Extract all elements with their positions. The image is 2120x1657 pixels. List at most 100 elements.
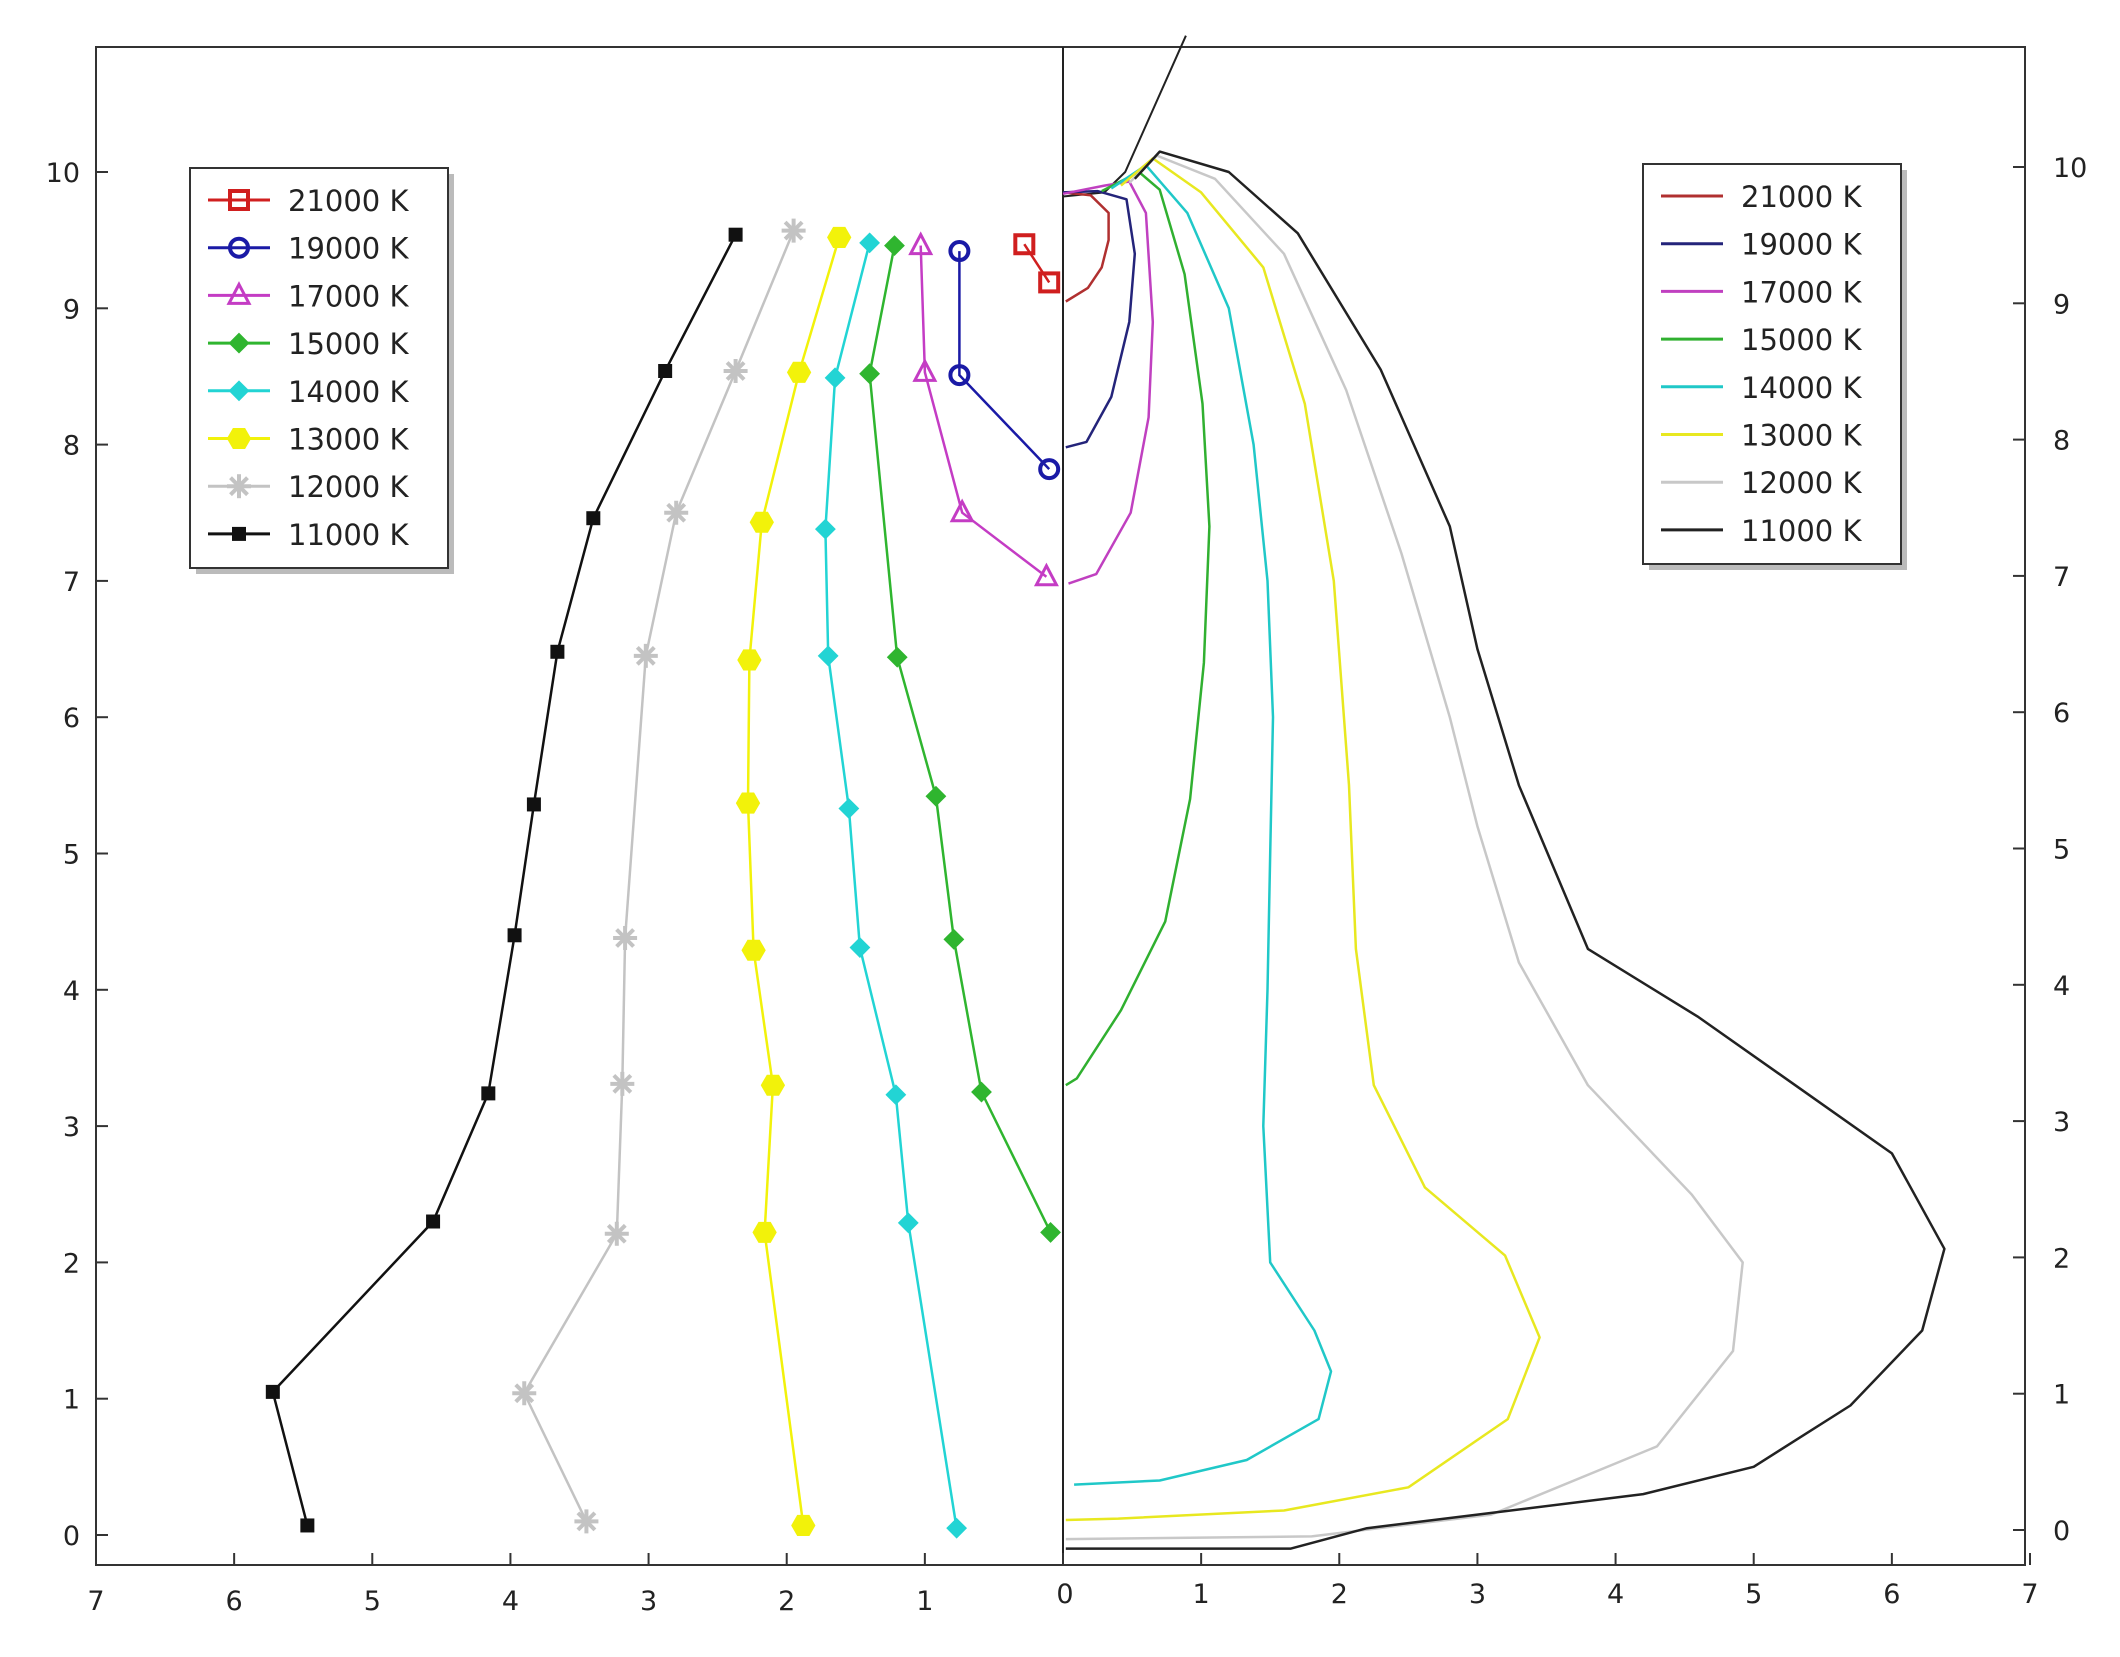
data-point bbox=[943, 928, 965, 950]
data-point bbox=[481, 1086, 496, 1101]
data-point bbox=[574, 1509, 599, 1534]
legend-marker bbox=[228, 236, 250, 259]
right-series-12000-k bbox=[1065, 154, 1744, 1541]
data-point bbox=[526, 797, 541, 812]
series-curve bbox=[1062, 191, 1110, 303]
y-tick-label-right: 1 bbox=[2053, 1380, 2070, 1411]
data-point bbox=[948, 364, 971, 387]
x-tick-label-right: 0 bbox=[1056, 1579, 1073, 1610]
y-tick-label-left: 8 bbox=[63, 431, 80, 462]
series-line bbox=[271, 234, 737, 1526]
star-stroke bbox=[514, 1383, 535, 1404]
y-tick-label-right: 10 bbox=[2053, 153, 2087, 184]
data-point bbox=[723, 358, 748, 383]
y-tick-label-left: 0 bbox=[63, 1521, 80, 1552]
data-point bbox=[1040, 1221, 1061, 1243]
star-stroke bbox=[229, 476, 249, 497]
left-series-13000-k bbox=[735, 226, 852, 1536]
series-line bbox=[919, 245, 1048, 578]
star-stroke bbox=[615, 928, 635, 948]
legend-label: 15000 K bbox=[288, 327, 409, 361]
legend-label: 13000 K bbox=[288, 423, 409, 457]
data-point bbox=[728, 227, 743, 242]
data-point bbox=[849, 937, 871, 958]
legend-item: 15000 K bbox=[1661, 323, 1862, 357]
legend-item: 15000 K bbox=[208, 327, 409, 361]
legend-right: 21000 K 19000 K 17000 K 15000 K 14000 K 13000… bbox=[1642, 163, 1907, 570]
plot-frame bbox=[95, 46, 2026, 1566]
legend-label: 11000 K bbox=[1741, 514, 1862, 548]
left-series-19000-k bbox=[948, 240, 1061, 481]
legend-item: 19000 K bbox=[208, 232, 409, 266]
data-point bbox=[300, 1518, 315, 1533]
left-series-17000-k bbox=[908, 231, 1059, 587]
legend-layer: 21000 K 19000 K 17000 K 15000 K 14000 K 13000… bbox=[189, 163, 1907, 574]
plot-frame-layer bbox=[95, 46, 2026, 1566]
data-point bbox=[886, 646, 908, 668]
data-point bbox=[884, 235, 905, 257]
data-point bbox=[971, 1081, 992, 1103]
y-tick-label-right: 2 bbox=[2053, 1243, 2070, 1274]
y-tick-label-left: 9 bbox=[63, 294, 80, 325]
data-point bbox=[613, 926, 638, 951]
data-point bbox=[604, 1221, 629, 1246]
data-point bbox=[781, 218, 806, 243]
data-point bbox=[1038, 271, 1061, 294]
series-curve bbox=[1065, 150, 1946, 1550]
legend-label: 13000 K bbox=[1741, 419, 1862, 453]
data-point bbox=[1033, 562, 1059, 587]
data-point bbox=[827, 226, 852, 248]
y-tick-label-right: 6 bbox=[2053, 698, 2070, 729]
legend-left: 21000 K 19000 K 17000 K 15000 K 14000 K 13000… bbox=[189, 167, 454, 574]
data-point bbox=[948, 240, 971, 263]
legend-label: 12000 K bbox=[288, 470, 409, 504]
x-tick-label-right: 5 bbox=[1745, 1579, 1762, 1610]
data-point bbox=[786, 361, 812, 383]
reference-line bbox=[1062, 35, 1187, 198]
y-tick-label-left: 1 bbox=[63, 1385, 80, 1416]
x-tick-label-right: 3 bbox=[1469, 1579, 1486, 1610]
legend-marker bbox=[228, 380, 250, 402]
data-point bbox=[265, 1384, 280, 1399]
legend-label: 14000 K bbox=[288, 375, 409, 409]
data-point bbox=[1038, 458, 1061, 481]
left-series-12000-k bbox=[512, 218, 806, 1534]
legend-box bbox=[189, 167, 449, 569]
y-tick-label-left: 10 bbox=[46, 158, 80, 189]
y-tick-label-left: 3 bbox=[63, 1112, 80, 1143]
data-point bbox=[912, 358, 938, 382]
legend-marker bbox=[226, 281, 252, 305]
right-series-21000-k bbox=[1062, 191, 1110, 303]
right-series-11000-k bbox=[1065, 150, 1946, 1550]
data-point bbox=[897, 1212, 919, 1234]
data-point bbox=[741, 939, 766, 961]
x-tick-label-left: 4 bbox=[502, 1586, 519, 1617]
data-point bbox=[735, 792, 761, 814]
star-stroke bbox=[576, 1511, 597, 1532]
series-line bbox=[1023, 243, 1051, 284]
x-tick-label-right: 6 bbox=[1883, 1579, 1900, 1610]
x-tick-label-left: 2 bbox=[778, 1586, 795, 1617]
y-tick-label-right: 5 bbox=[2053, 835, 2070, 866]
y-tick-label-right: 0 bbox=[2053, 1516, 2070, 1547]
legend-item: 21000 K bbox=[208, 184, 409, 218]
legend-label: 17000 K bbox=[288, 279, 409, 313]
star-stroke bbox=[783, 220, 804, 241]
data-point bbox=[949, 498, 975, 523]
data-point bbox=[925, 785, 947, 807]
data-point bbox=[752, 1221, 777, 1243]
legend-item: 21000 K bbox=[1661, 180, 1862, 214]
legend-label: 19000 K bbox=[288, 232, 409, 266]
legend-marker bbox=[228, 189, 250, 211]
series-line bbox=[868, 245, 1052, 1233]
right-series-13000-k bbox=[1065, 157, 1541, 1522]
legend-marker bbox=[226, 428, 252, 449]
series-layer bbox=[265, 35, 1946, 1550]
series-curve bbox=[1065, 170, 1211, 1087]
data-point bbox=[814, 518, 836, 540]
x-tick-label-right: 4 bbox=[1607, 1579, 1624, 1610]
x-tick-label-left: 1 bbox=[916, 1586, 933, 1617]
